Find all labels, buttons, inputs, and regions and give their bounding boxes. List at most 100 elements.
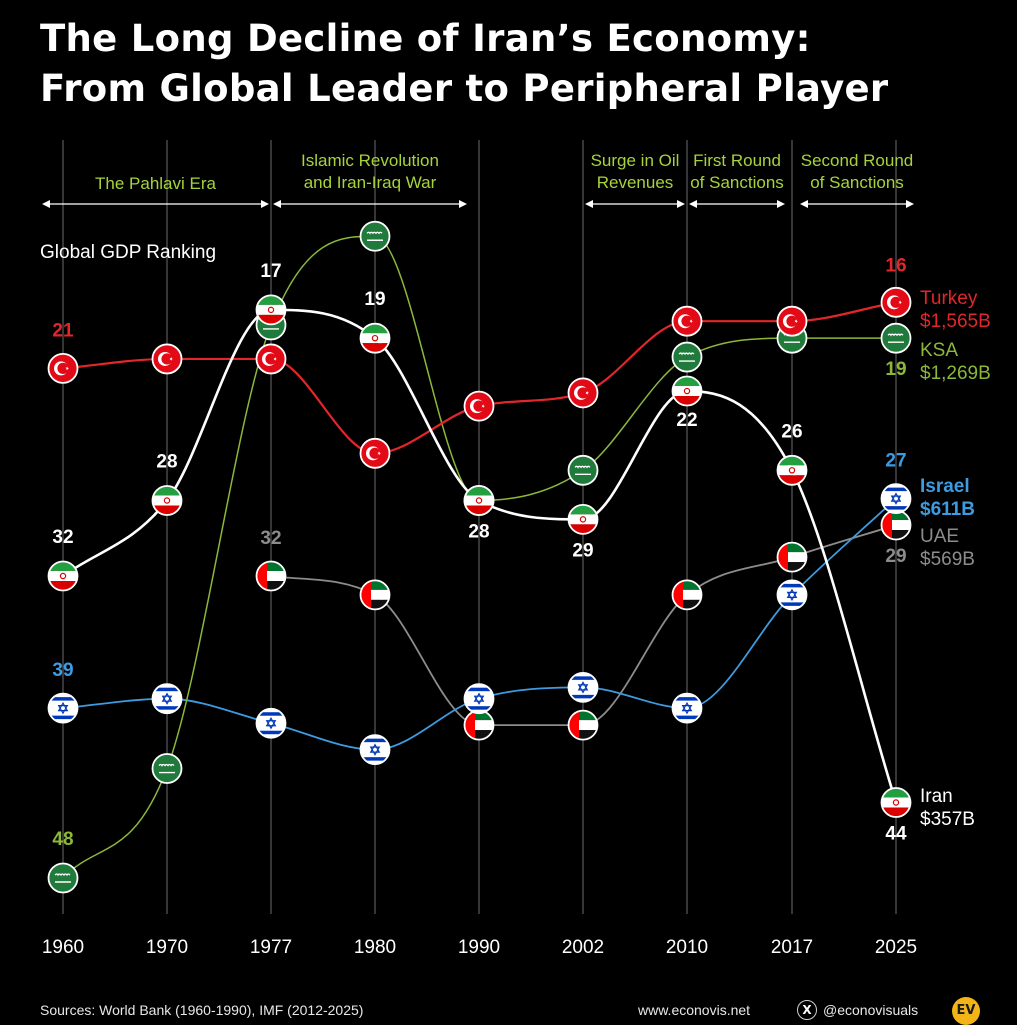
israel-value-label: 27 — [885, 451, 906, 472]
era-label: Second Round — [801, 151, 913, 170]
iran-flag-icon — [463, 485, 495, 516]
turkey-value-label: 16 — [885, 255, 906, 276]
uae-flag-icon — [255, 560, 287, 592]
turkey-flag-icon — [255, 343, 287, 375]
uae-flag-icon — [776, 541, 808, 573]
era-annotation: First Round of Sanctions — [689, 151, 785, 208]
x-tick-1960: 1960 — [42, 937, 84, 958]
era-annotation: Islamic Revolution and Iran-Iraq War — [273, 151, 467, 208]
ksa-gdp-value: $1,269B — [920, 363, 991, 384]
ksa-flag-icon — [671, 341, 703, 373]
uae-flag-icon — [567, 709, 599, 741]
israel-flag-icon — [255, 707, 287, 739]
ksa-flag-icon — [880, 322, 912, 354]
turkey-flag-icon — [359, 437, 391, 469]
uae-flag-icon — [880, 509, 912, 541]
iran-value-label: 29 — [572, 540, 593, 561]
econovis-logo: EV — [952, 997, 980, 1025]
era-label: and Iran-Iraq War — [304, 173, 437, 192]
social-handle[interactable]: @econovisuals — [823, 1002, 919, 1018]
israel-flag-icon — [671, 692, 703, 724]
x-logo-icon: X — [797, 1000, 817, 1020]
iran-value-label: 28 — [156, 452, 177, 473]
uae-value-label: 29 — [885, 546, 906, 567]
era-label: The Pahlavi Era — [95, 174, 216, 193]
era-arrow-right — [906, 200, 914, 208]
iran-flag-icon — [671, 375, 703, 407]
turkey-gdp-value: $1,565B — [920, 311, 991, 332]
era-label: of Sanctions — [810, 173, 904, 192]
uae-end-label: UAE — [920, 526, 959, 547]
era-annotation: The Pahlavi Era — [42, 174, 269, 208]
gdp-ranking-chart: The Pahlavi Era Islamic Revolution and Ira… — [40, 140, 991, 958]
iran-value-label: 44 — [885, 824, 907, 845]
sources-note: Sources: World Bank (1960-1990), IMF (20… — [40, 1002, 364, 1018]
israel-value-label: 39 — [52, 660, 73, 681]
turkey-flag-icon — [567, 377, 599, 409]
era-arrow-left — [800, 200, 808, 208]
ksa-flag-icon — [151, 753, 183, 784]
era-arrow-left — [585, 200, 593, 208]
iran-end-label: Iran — [920, 786, 953, 807]
iran-flag-icon — [359, 322, 391, 354]
x-tick-2002: 2002 — [562, 937, 604, 958]
israel-gdp-value: $611B — [920, 499, 975, 520]
israel-flag-icon — [47, 692, 79, 724]
israel-end-label: Israel — [920, 476, 970, 497]
era-arrow-left — [273, 200, 281, 208]
ksa-end-label: KSA — [920, 340, 958, 361]
israel-flag-icon — [151, 683, 183, 715]
israel-flag-icon — [880, 483, 912, 515]
y-axis-label: Global GDP Ranking — [40, 242, 216, 263]
era-arrow-right — [677, 200, 685, 208]
iran-value-label: 17 — [260, 261, 281, 282]
era-annotation: Second Round of Sanctions — [800, 151, 914, 208]
iran-flag-icon — [151, 485, 183, 516]
x-tick-1977: 1977 — [250, 937, 292, 958]
era-arrow-right — [261, 200, 269, 208]
iran-value-label: 19 — [364, 289, 385, 310]
x-tick-2017: 2017 — [771, 937, 813, 958]
era-arrow-right — [777, 200, 785, 208]
iran-flag-icon — [567, 503, 599, 535]
turkey-flag-icon — [151, 343, 183, 375]
era-arrow-left — [689, 200, 697, 208]
ksa-value-label: 48 — [52, 829, 73, 850]
era-arrow-left — [42, 200, 50, 208]
israel-flag-icon — [776, 579, 808, 611]
uae-flag-icon — [671, 579, 703, 611]
chart-title: The Long Decline of Iran’s Economy: From… — [40, 14, 1000, 114]
era-arrow-right — [459, 200, 467, 208]
turkey-value-label: 21 — [52, 320, 74, 341]
iran-value-label: 32 — [52, 527, 73, 548]
website-link[interactable]: www.econovis.net — [638, 1002, 751, 1018]
ksa-value-label: 19 — [885, 359, 906, 380]
title-line-1: The Long Decline of Iran’s Economy: — [40, 17, 811, 60]
x-tick-2010: 2010 — [666, 937, 708, 958]
israel-flag-icon — [359, 734, 391, 766]
era-label: of Sanctions — [690, 173, 784, 192]
ksa-series-line — [62, 235, 896, 879]
x-tick-1990: 1990 — [458, 937, 500, 958]
turkey-flag-icon — [671, 305, 703, 337]
iran-gdp-value: $357B — [920, 809, 975, 830]
israel-flag-icon — [463, 683, 495, 715]
era-label: Surge in Oil — [591, 151, 680, 170]
iran-value-label: 26 — [781, 421, 802, 442]
turkey-flag-icon — [47, 352, 79, 384]
title-line-2: From Global Leader to Peripheral Player — [40, 67, 889, 110]
israel-flag-icon — [567, 671, 599, 703]
turkey-flag-icon — [463, 390, 495, 422]
x-tick-1980: 1980 — [354, 937, 396, 958]
turkey-flag-icon — [776, 305, 808, 337]
iran-flag-icon — [776, 454, 808, 486]
uae-flag-icon — [463, 709, 495, 741]
ksa-flag-icon — [567, 454, 599, 486]
uae-gdp-value: $569B — [920, 549, 975, 570]
iran-flag-icon — [47, 560, 79, 592]
turkey-flag-icon — [880, 286, 912, 318]
era-annotation: Surge in Oil Revenues — [585, 151, 685, 208]
uae-value-label: 32 — [260, 528, 281, 549]
era-label: Islamic Revolution — [301, 151, 439, 170]
ksa-flag-icon — [359, 220, 391, 252]
